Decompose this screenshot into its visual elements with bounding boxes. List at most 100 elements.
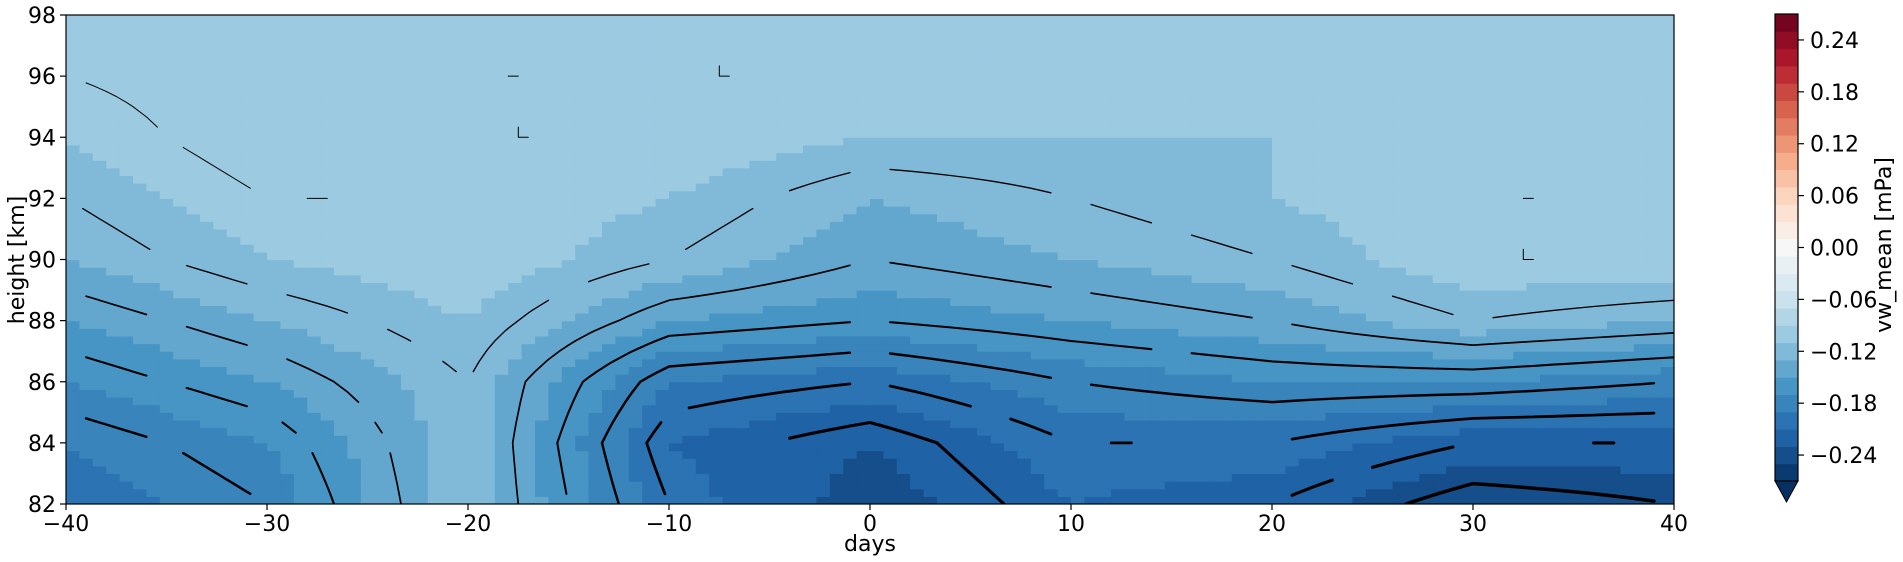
contour-cell [722,312,737,322]
contour-cell [213,465,228,475]
contour-cell [1097,412,1112,421]
contour-cell [1004,442,1018,452]
contour-cell [963,381,978,390]
contour-cell [1459,236,1474,245]
contour-cell [535,312,549,322]
contour-cell [1245,465,1260,475]
contour-cell [722,328,737,337]
contour-cell [776,465,791,475]
contour-cell [575,297,590,306]
contour-cell [937,366,951,375]
contour-cell [669,335,683,345]
contour-cell [494,374,509,383]
contour-cell [1593,343,1608,352]
contour-cell [1419,320,1434,329]
contour-cell [280,473,295,482]
contour-cell [1647,206,1662,215]
contour-cell [1044,198,1059,207]
contour-cell [1164,488,1179,497]
contour-cell [762,351,777,360]
contour-cell [240,397,255,406]
contour-cell [441,320,456,329]
contour-cell [937,473,951,482]
contour-cell [1607,435,1621,444]
contour-cell [119,473,134,482]
contour-cell [628,297,643,306]
contour-cell [1607,397,1621,406]
contour-cell [79,450,94,459]
contour-cell [347,435,362,444]
contour-cell [950,244,965,253]
contour-cell [1030,228,1045,238]
contour-cell [1392,274,1407,284]
contour-cell [427,236,442,245]
contour-cell [253,305,268,314]
contour-cell [883,404,898,413]
contour-cell [468,282,482,291]
contour-cell [280,274,295,284]
contour-cell [561,198,576,207]
contour-cell [1151,450,1166,459]
contour-cell [146,404,161,413]
contour-cell [1138,496,1152,504]
contour-cell [776,473,791,482]
contour-cell [1553,435,1568,444]
contour-cell [200,366,214,375]
contour-cell [468,251,482,261]
contour-cell [1540,351,1554,360]
contour-cell [1499,488,1514,497]
contour-cell [253,267,268,276]
contour-cell [226,221,241,230]
contour-cell [1339,228,1353,238]
contour-cell [709,397,724,406]
contour-cell [937,481,951,490]
contour-cell [1660,282,1674,291]
contour-cell [1540,290,1554,299]
contour-cell [1325,305,1340,314]
contour-cell [1406,267,1420,276]
contour-cell [1044,221,1059,230]
contour-cell [1097,335,1112,345]
contour-cell [1593,282,1608,291]
contour-cell [602,328,616,337]
contour-cell [977,282,992,291]
contour-cell [1312,228,1327,238]
contour-cell [508,198,523,207]
contour-cell [1593,244,1608,253]
contour-cell [816,335,831,345]
contour-cell [387,481,402,490]
contour-cell [1365,389,1380,398]
contour-cell [1593,328,1608,337]
contour-cell [910,198,925,207]
contour-cell [494,282,509,291]
contour-cell [1151,404,1166,413]
contour-cell [1499,473,1514,482]
contour-cell [963,312,978,322]
contour-cell [816,404,831,413]
contour-cell [253,259,268,268]
contour-cell [1231,351,1246,360]
contour-cell [119,419,134,429]
contour-cell [119,206,134,215]
contour-cell [1191,244,1206,253]
contour-cell [615,221,630,230]
contour-cell [1660,358,1674,368]
contour-cell [1566,320,1581,329]
contour-cell [347,397,362,406]
contour-cell [829,374,844,383]
contour-cell [1017,236,1032,245]
contour-cell [347,206,362,215]
contour-cell [1111,312,1126,322]
contour-cell [1231,297,1246,306]
contour-cell [709,473,724,482]
contour-cell [896,312,911,322]
contour-cell [468,343,482,352]
contour-cell [1553,190,1568,199]
contour-cell [481,305,496,314]
contour-cell [1111,412,1126,421]
contour-cell [521,473,536,482]
contour-cell [481,481,496,490]
contour-cell [427,198,442,207]
contour-cell [200,465,214,475]
contour-cell [401,198,415,207]
